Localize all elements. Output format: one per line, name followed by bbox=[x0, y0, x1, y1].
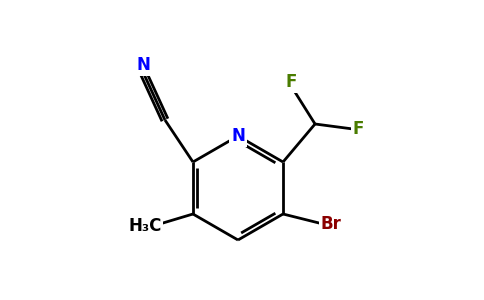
Text: H₃C: H₃C bbox=[128, 217, 162, 235]
Text: Br: Br bbox=[320, 215, 342, 233]
Text: N: N bbox=[231, 127, 245, 145]
Text: F: F bbox=[352, 120, 363, 138]
Text: N: N bbox=[136, 56, 150, 74]
Text: F: F bbox=[286, 73, 297, 91]
